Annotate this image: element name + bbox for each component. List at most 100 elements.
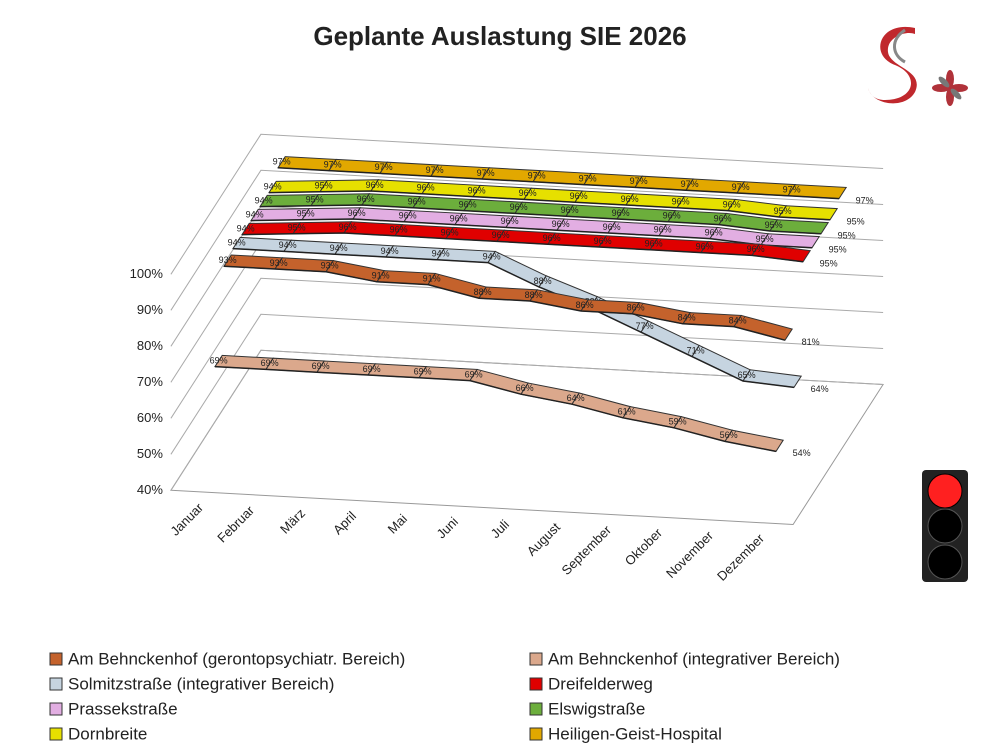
data-label: 96% [390, 225, 408, 235]
data-label: 97% [579, 173, 597, 183]
data-label: 95% [288, 223, 306, 233]
data-label: 96% [519, 188, 537, 198]
legend-swatch [529, 702, 543, 716]
series: 94% 95% 96% 96% 96% 96% 96% 96% 96% 96%95%95% [246, 207, 847, 255]
y-tick-label: 40% [137, 482, 163, 497]
data-label: 69% [465, 369, 483, 379]
data-label: 95% [820, 259, 838, 269]
legend-swatch [49, 702, 63, 716]
legend-label: Heiligen-Geist-Hospital [548, 724, 722, 743]
data-label: 96% [603, 222, 621, 232]
data-label: 91% [423, 273, 441, 283]
data-label: 61% [618, 407, 636, 417]
legend-label: Elswigstraße [548, 699, 645, 718]
data-label: 96% [654, 225, 672, 235]
data-label: 66% [516, 383, 534, 393]
grid-line [170, 133, 884, 275]
data-label: 96% [468, 185, 486, 195]
data-label: 96% [459, 199, 477, 209]
legend-swatch [529, 727, 543, 741]
legend-swatch [49, 727, 63, 741]
line [259, 204, 822, 235]
data-label: 96% [612, 208, 630, 218]
data-label: 84% [678, 313, 696, 323]
data-label: 71% [687, 345, 705, 355]
data-label: 54% [793, 448, 811, 458]
data-label: 64% [567, 393, 585, 403]
data-label: 93% [270, 258, 288, 268]
data-label: 97% [426, 165, 444, 175]
traffic-light [922, 470, 968, 582]
data-label: 96% [441, 227, 459, 237]
data-label: 94% [255, 195, 273, 205]
series: 94% 95% 96% 96% 96% 96% 96% 96% 96% 96%95%95% [264, 179, 865, 227]
data-label: 96% [339, 222, 357, 232]
line [214, 365, 777, 453]
data-label: 97% [375, 162, 393, 172]
data-label: 91% [372, 271, 390, 281]
data-label: 96% [357, 194, 375, 204]
legend-label: Am Behnckenhof (integrativer Bereich) [548, 649, 840, 668]
data-label: 96% [543, 233, 561, 243]
data-label: 88% [474, 287, 492, 297]
legend-swatch [529, 652, 543, 666]
y-tick-label: 90% [137, 302, 163, 317]
data-label: 94% [246, 209, 264, 219]
data-label: 56% [720, 430, 738, 440]
legend-label: Dornbreite [68, 724, 147, 743]
data-label: 69% [261, 358, 279, 368]
data-label: 69% [312, 361, 330, 371]
data-label: 96% [645, 239, 663, 249]
line [250, 218, 813, 249]
data-label: 96% [594, 236, 612, 246]
data-label: 95% [306, 195, 324, 205]
data-label: 93% [321, 261, 339, 271]
data-label: 96% [723, 199, 741, 209]
y-tick-label: 50% [137, 446, 163, 461]
data-label: 97% [273, 157, 291, 167]
data-label: 86% [627, 303, 645, 313]
line [241, 232, 804, 263]
data-label: 96% [570, 191, 588, 201]
grid-line [170, 169, 884, 311]
data-label: 69% [210, 355, 228, 365]
data-label: 81% [802, 337, 820, 347]
data-label: 96% [714, 213, 732, 223]
line [268, 190, 831, 221]
data-label: 97% [783, 185, 801, 195]
data-label: 95% [315, 181, 333, 191]
data-label: 95% [756, 234, 774, 244]
logo [868, 26, 968, 106]
data-label: 77% [636, 321, 654, 331]
data-label: 94% [279, 240, 297, 250]
data-label: 96% [408, 197, 426, 207]
legend-label: Dreifelderweg [548, 674, 653, 693]
legend-swatch [49, 677, 63, 691]
y-tick-label: 80% [137, 338, 163, 353]
data-label: 95% [838, 231, 856, 241]
data-label: 95% [765, 220, 783, 230]
data-label: 96% [492, 230, 510, 240]
y-tick-label: 60% [137, 410, 163, 425]
data-label: 95% [297, 209, 315, 219]
series: 69% 69% 69% 69% 69% 69% 66% 64% 61% 59% 56% 54% [210, 354, 811, 458]
data-label: 95% [847, 217, 865, 227]
line [223, 265, 786, 341]
data-label: 96% [747, 244, 765, 254]
data-label: 65% [738, 370, 756, 380]
data-label: 97% [324, 159, 342, 169]
data-label: 64% [811, 384, 829, 394]
data-label: 96% [672, 197, 690, 207]
data-label: 94% [228, 237, 246, 247]
data-label: 96% [663, 211, 681, 221]
data-label: 96% [348, 208, 366, 218]
series: 97% 97% 97% 97% 97% 97% 97% 97% 97% 97% 97% 97% [273, 156, 874, 205]
data-label: 96% [501, 216, 519, 226]
data-label: 88% [525, 290, 543, 300]
data-label: 94% [237, 223, 255, 233]
data-label: 97% [477, 168, 495, 178]
data-label: 96% [450, 213, 468, 223]
data-label: 59% [669, 417, 687, 427]
